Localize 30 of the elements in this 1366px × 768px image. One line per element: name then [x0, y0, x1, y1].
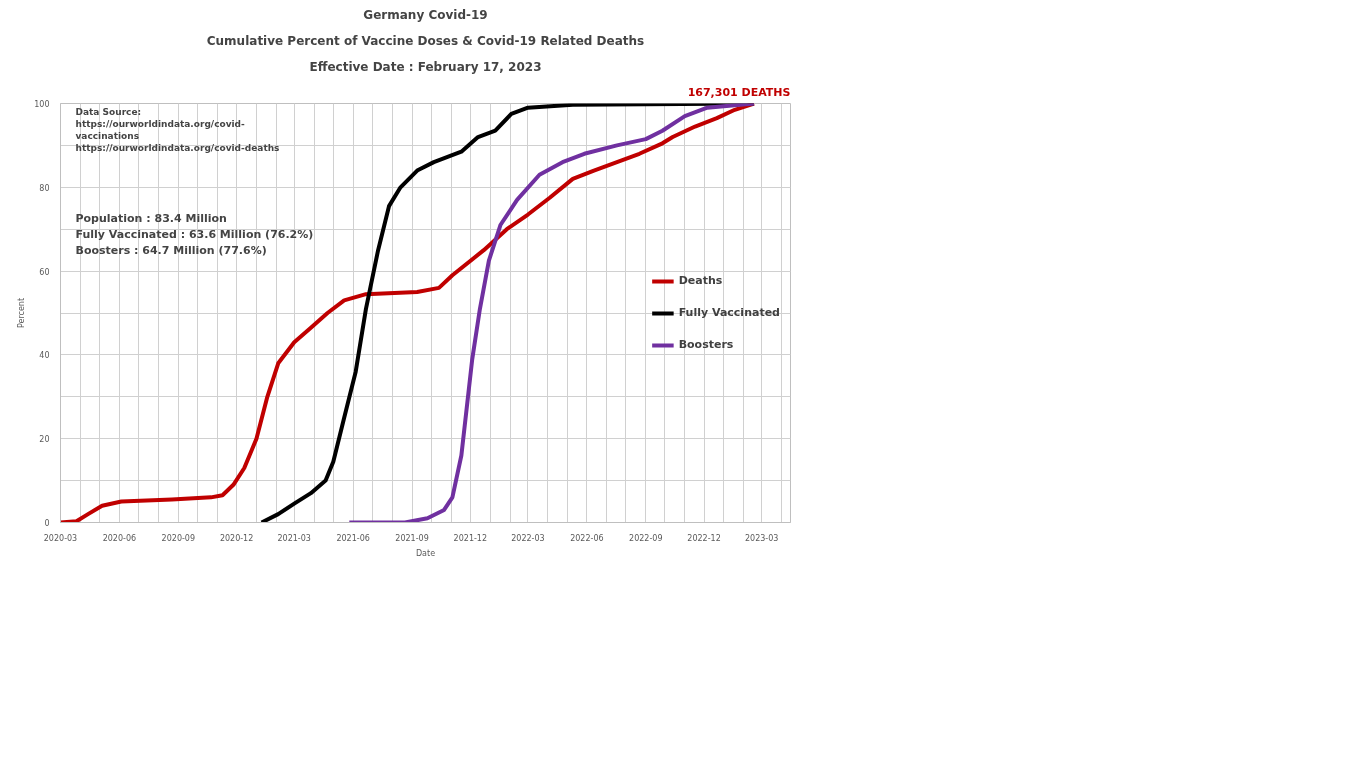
- y-tick-label: 60: [39, 267, 50, 277]
- x-tick-label: 2021-09: [395, 533, 429, 543]
- x-tick-label: 2020-12: [219, 533, 254, 543]
- x-tick-label: 2022-12: [687, 533, 721, 543]
- chart-subtitle: Cumulative Percent of Vaccine Doses & Covid-19 Related Deaths: [206, 33, 645, 48]
- y-tick-label: 100: [34, 100, 50, 109]
- x-tick-label: 2020-03: [43, 533, 78, 543]
- x-tick-label: 2021-12: [453, 533, 488, 543]
- x-tick-label: 2020-09: [161, 533, 196, 543]
- x-axis-title: Date: [415, 548, 436, 558]
- x-tick-label: 2020-06: [102, 533, 137, 543]
- x-tick-label: 2022-09: [629, 533, 663, 543]
- x-tick-label: 2021-06: [336, 533, 370, 543]
- y-axis-title: Percent: [17, 297, 27, 329]
- x-tick-label: 2022-06: [570, 533, 604, 543]
- legend-label: Boosters: [678, 338, 734, 351]
- legend-label: Fully Vaccinated: [678, 306, 780, 319]
- y-tick-label: 20: [39, 435, 50, 445]
- chart-title: Germany Covid-19: [363, 7, 488, 22]
- x-tick-label: 2022-03: [511, 533, 545, 543]
- annotation: Population : 83.4 Million Fully Vaccinated : 63.6 Million (76.2%) Boosters : 64.7 Million (77.6%): [75, 212, 314, 257]
- x-tick-label: 2023-03: [744, 533, 779, 543]
- y-tick-label: 80: [39, 183, 50, 193]
- text: Effective Date : February 17, 2023: [309, 59, 542, 74]
- y-tick-label: 0: [44, 519, 50, 528]
- x-tick-label: 2021-03: [277, 533, 311, 543]
- legend-label: Deaths: [678, 274, 723, 287]
- y-tick-label: 40: [39, 351, 50, 361]
- text: 167,301 DEATHS: [687, 85, 791, 99]
- annotation: Data Source: https://ourworldindata.org/covid- vaccinations https://ourworldindata.org/covid-deaths: [75, 106, 280, 153]
